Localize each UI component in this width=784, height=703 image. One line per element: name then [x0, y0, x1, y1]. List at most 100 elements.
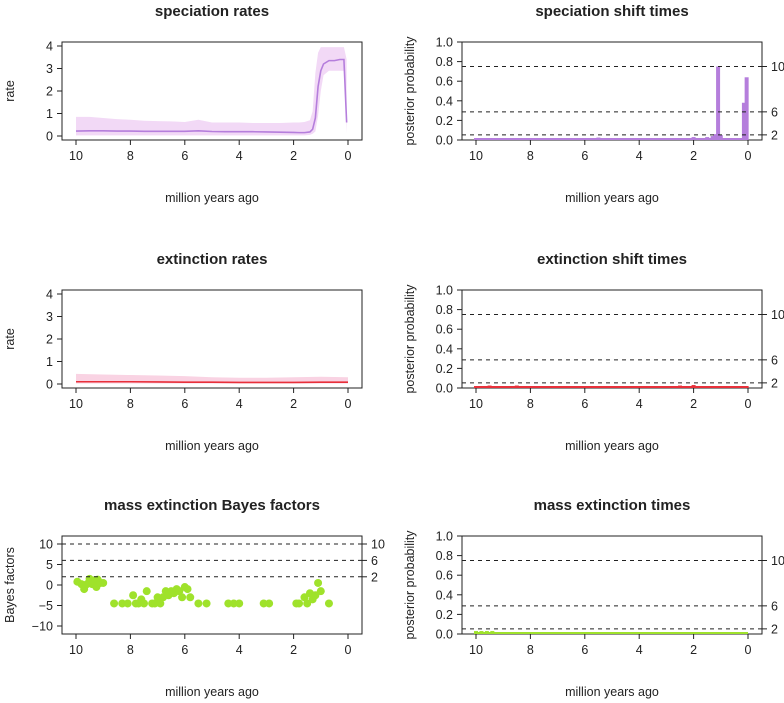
bayes-factor-point: [316, 587, 325, 596]
probability-bar: [582, 138, 587, 140]
x-tick-label: 0: [345, 643, 352, 657]
probability-bar: [732, 386, 737, 388]
probability-bar: [501, 138, 506, 140]
x-tick-label: 8: [527, 149, 534, 163]
bayes-factor-point: [202, 599, 211, 608]
probability-bar: [610, 138, 614, 140]
panel-spec_shift: speciation shift times 0.0 0.2 0.4 0.6 0.8 1.0…: [403, 3, 784, 205]
probability-bar: [741, 102, 746, 140]
bf-threshold-label: 6: [771, 105, 778, 119]
x-axis-label: million years ago: [565, 685, 659, 699]
y-tick-label: 0.0: [436, 628, 453, 642]
y-axis-label: posterior probability: [403, 284, 417, 394]
probability-bar: [542, 386, 546, 388]
probability-bar: [474, 386, 478, 388]
chart-title: mass extinction Bayes factors: [104, 497, 320, 514]
y-tick-label: 0.0: [436, 134, 453, 148]
bf-threshold-label: 6: [371, 554, 378, 568]
bayes-factor-point: [110, 599, 119, 608]
probability-bar: [474, 631, 478, 634]
x-tick-label: 2: [690, 643, 697, 657]
plot-frame: [461, 535, 763, 635]
y-tick-label: 4: [46, 40, 53, 54]
probability-bar: [705, 137, 710, 140]
bayes-factor-point: [314, 578, 323, 587]
probability-bar: [713, 134, 718, 140]
x-tick-label: 6: [581, 643, 588, 657]
y-tick-label: 0: [46, 378, 53, 392]
x-tick-label: 2: [290, 149, 297, 163]
mean-rate-line: [76, 380, 348, 384]
x-axis-label: million years ago: [565, 439, 659, 453]
y-tick-label: 0.8: [436, 55, 453, 69]
y-tick-label: 0.4: [436, 342, 453, 356]
probability-bar: [678, 138, 682, 140]
probability-bar: [718, 135, 723, 140]
y-tick-label: 0.2: [436, 114, 453, 128]
mean-rate-line: [75, 58, 348, 134]
bf-threshold-label: 10: [771, 60, 784, 74]
probability-bar: [569, 386, 574, 388]
credible-interval-band: [76, 47, 347, 136]
y-tick-label: 2: [46, 85, 53, 99]
probability-bar: [487, 138, 492, 140]
x-tick-label: 2: [290, 643, 297, 657]
x-tick-label: 0: [345, 149, 352, 163]
y-tick-label: 4: [46, 288, 53, 302]
probability-bar: [623, 386, 628, 388]
chart-title: speciation shift times: [535, 3, 688, 20]
x-tick-label: 8: [127, 397, 134, 411]
y-tick-label: 1.0: [436, 530, 453, 544]
probability-bar: [569, 138, 574, 140]
bayes-factor-point: [311, 591, 320, 600]
probability-bar: [744, 386, 749, 388]
y-axis-label: rate: [3, 328, 17, 350]
y-tick-label: −10: [32, 620, 53, 634]
bayes-factor-point: [194, 599, 203, 608]
y-tick-label: 0.8: [436, 549, 453, 563]
x-tick-label: 8: [527, 397, 534, 411]
y-axis-label: rate: [3, 80, 17, 102]
bf-threshold-label: 6: [771, 353, 778, 367]
y-tick-label: 0.4: [436, 588, 453, 602]
y-tick-label: 0.8: [436, 303, 453, 317]
bayes-factor-point: [295, 599, 304, 608]
probability-bar: [582, 386, 587, 388]
x-tick-label: 10: [469, 149, 483, 163]
probability-bar: [501, 386, 506, 388]
bf-threshold-label: 10: [771, 308, 784, 322]
chart-title: mass extinction times: [534, 497, 691, 514]
probability-bar: [737, 138, 742, 140]
bayes-factor-point: [156, 599, 165, 608]
bayes-factor-point: [265, 599, 274, 608]
y-tick-label: 1: [46, 107, 53, 121]
y-axis-label: posterior probability: [403, 530, 417, 640]
y-tick-label: 1.0: [436, 36, 453, 50]
x-tick-label: 10: [469, 397, 483, 411]
bf-threshold-label: 2: [771, 622, 778, 636]
x-tick-label: 10: [469, 643, 483, 657]
bayes-factor-point: [324, 599, 333, 608]
y-tick-label: 0.6: [436, 323, 453, 337]
x-tick-label: 8: [127, 643, 134, 657]
x-tick-label: 4: [236, 643, 243, 657]
chart-title: speciation rates: [155, 3, 269, 20]
y-tick-label: 0.6: [436, 569, 453, 583]
probability-bar: [650, 138, 655, 140]
bayes-factor-point: [186, 593, 195, 602]
x-tick-label: 10: [69, 149, 83, 163]
probability-bar: [650, 386, 655, 388]
chart-title: extinction shift times: [537, 251, 687, 268]
y-tick-label: 1: [46, 355, 53, 369]
bayes-factor-point: [183, 585, 192, 594]
probability-bar: [718, 386, 723, 388]
x-axis-label: million years ago: [165, 685, 259, 699]
y-tick-label: −5: [39, 599, 53, 613]
probability-bar: [691, 385, 696, 388]
bayes-factor-point: [303, 599, 312, 608]
bf-threshold-label: 2: [771, 376, 778, 390]
bayes-factor-point: [123, 599, 132, 608]
bf-threshold-label: 6: [771, 599, 778, 613]
plot-frame: [61, 289, 363, 389]
